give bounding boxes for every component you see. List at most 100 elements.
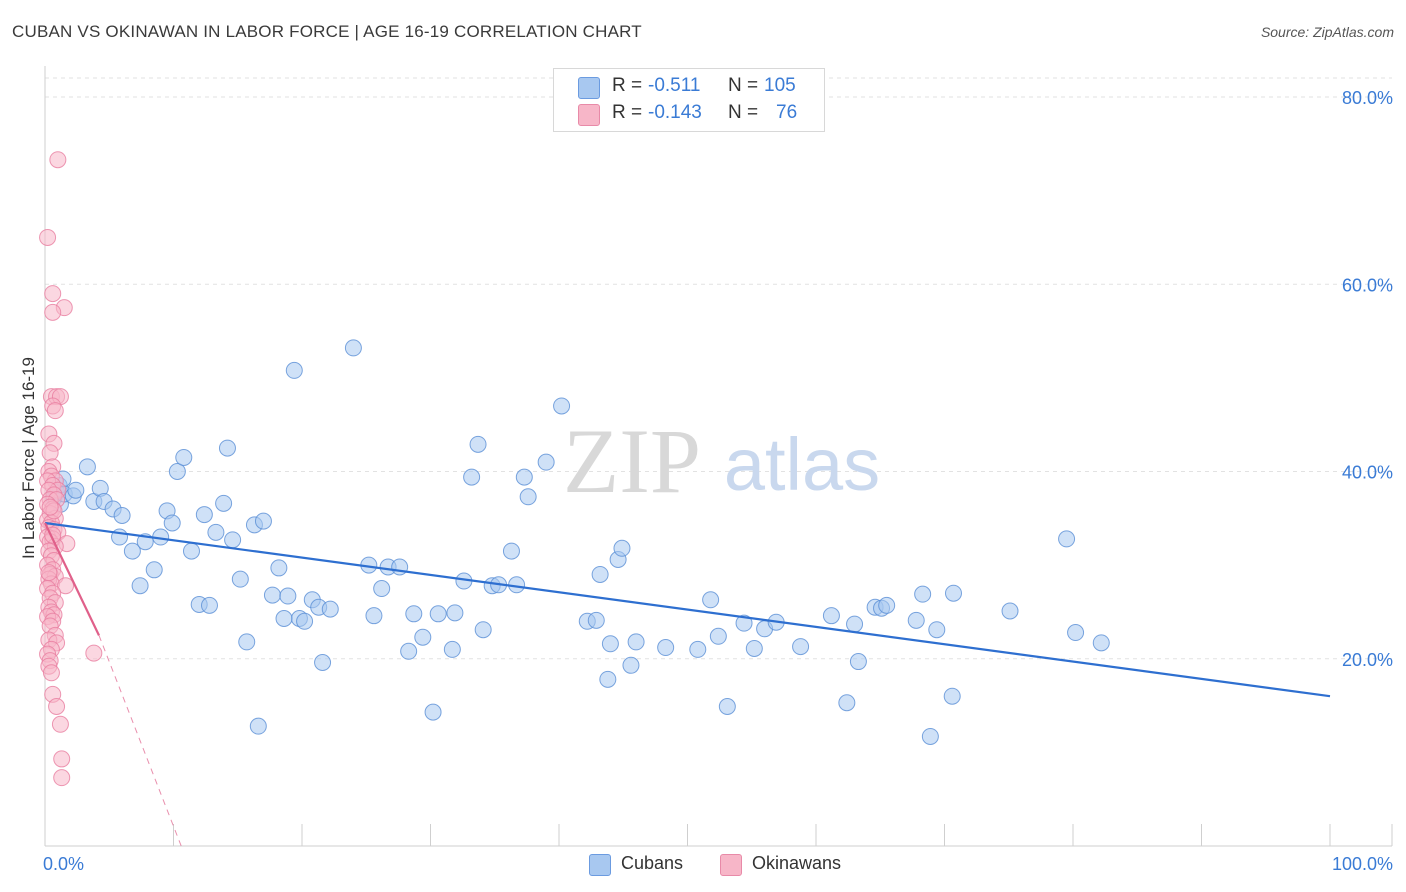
grid-lines bbox=[45, 77, 1392, 660]
cubans-point bbox=[443, 640, 461, 658]
cubans-point bbox=[601, 635, 619, 653]
series-cubans bbox=[45, 339, 1110, 745]
okinawans-point bbox=[53, 769, 71, 787]
okinawans-point bbox=[48, 697, 66, 715]
source-credit: Source: ZipAtlas.com bbox=[1260, 24, 1394, 40]
okinawans-point bbox=[41, 498, 59, 516]
cubans-point bbox=[502, 542, 520, 560]
cubans-point bbox=[627, 633, 645, 651]
cubans-point bbox=[263, 586, 281, 604]
cubans-point bbox=[175, 448, 193, 466]
r-label: R = bbox=[612, 75, 643, 96]
x-tick-label: 100.0% bbox=[1332, 854, 1393, 874]
cubans-point bbox=[907, 611, 925, 629]
cubans-point bbox=[207, 523, 225, 541]
cubans-point bbox=[275, 609, 293, 627]
cubans-point bbox=[67, 481, 85, 499]
cubans-point bbox=[921, 727, 939, 745]
okinawans-point bbox=[51, 715, 69, 733]
y-tick-label: 60.0% bbox=[1342, 275, 1393, 295]
watermark-zip: ZIP bbox=[563, 410, 701, 512]
cubans-point bbox=[689, 640, 707, 658]
r-value: -0.143 bbox=[648, 102, 702, 123]
cubans-point bbox=[745, 639, 763, 657]
cubans-point bbox=[474, 621, 492, 639]
watermark-atlas: atlas bbox=[724, 423, 880, 506]
cubans-trend-line bbox=[44, 521, 1331, 698]
cubans-point bbox=[914, 585, 932, 603]
okinawans-swatch bbox=[578, 104, 600, 126]
data-points bbox=[39, 151, 1110, 787]
cubans-point bbox=[78, 458, 96, 476]
okinawans-trend-line bbox=[44, 522, 100, 636]
cubans-point bbox=[314, 653, 332, 671]
cubans-point bbox=[224, 531, 242, 549]
cubans-point bbox=[838, 694, 856, 712]
okinawans-point bbox=[39, 228, 57, 246]
trend-lines bbox=[44, 521, 1331, 847]
y-axis-title: In Labor Force | Age 16-19 bbox=[19, 357, 38, 559]
okinawans-trend-extension bbox=[98, 635, 182, 847]
cubans-point bbox=[249, 717, 267, 735]
okinawans-point bbox=[44, 285, 62, 303]
cubans-point bbox=[296, 612, 314, 630]
cubans-point bbox=[145, 561, 163, 579]
cubans-point bbox=[270, 559, 288, 577]
cubans-point bbox=[200, 596, 218, 614]
cubans-point bbox=[1092, 634, 1110, 652]
cubans-point bbox=[599, 670, 617, 688]
n-label: N = bbox=[728, 75, 759, 96]
cubans-point bbox=[400, 642, 418, 660]
cubans-point bbox=[231, 570, 249, 588]
cubans-point bbox=[591, 565, 609, 583]
cubans-point bbox=[215, 494, 233, 512]
cubans-point bbox=[928, 621, 946, 639]
cubans-point bbox=[1067, 624, 1085, 642]
cubans-point bbox=[446, 604, 464, 622]
okinawans-swatch bbox=[720, 854, 742, 876]
cubans-point bbox=[424, 703, 442, 721]
legend-label: Okinawans bbox=[752, 853, 842, 873]
cubans-point bbox=[1058, 530, 1076, 548]
okinawans-point bbox=[46, 402, 64, 420]
cubans-point bbox=[613, 539, 631, 557]
cubans-point bbox=[822, 607, 840, 625]
r-value: -0.511 bbox=[648, 75, 701, 96]
cubans-point bbox=[709, 627, 727, 645]
axis-labels: 20.0% 40.0% 60.0% 80.0% 0.0% 100.0% In Labor F… bbox=[19, 88, 1393, 874]
cubans-point bbox=[519, 488, 537, 506]
cubans-point bbox=[238, 633, 256, 651]
cubans-point bbox=[123, 542, 141, 560]
cubans-point bbox=[279, 587, 297, 605]
cubans-point bbox=[515, 468, 533, 486]
cubans-point bbox=[846, 615, 864, 633]
cubans-point bbox=[405, 605, 423, 623]
r-label: R = bbox=[612, 102, 643, 123]
cubans-point bbox=[657, 639, 675, 657]
cubans-point bbox=[537, 453, 555, 471]
cubans-point bbox=[321, 600, 339, 618]
cubans-point bbox=[344, 339, 362, 357]
cubans-point bbox=[463, 468, 481, 486]
cubans-point bbox=[218, 439, 236, 457]
cubans-swatch bbox=[578, 77, 600, 99]
correlation-legend: R = -0.511 N = 105 R = -0.143 N = 76 bbox=[553, 68, 825, 132]
cubans-point bbox=[878, 596, 896, 614]
cubans-point bbox=[944, 584, 962, 602]
legend-label: Cubans bbox=[621, 853, 684, 873]
series-okinawans bbox=[39, 151, 103, 787]
y-tick-label: 80.0% bbox=[1342, 88, 1393, 108]
cubans-point bbox=[414, 628, 432, 646]
okinawans-point bbox=[41, 444, 59, 462]
cubans-point bbox=[163, 514, 181, 532]
cubans-point bbox=[285, 361, 303, 379]
okinawans-point bbox=[85, 644, 103, 662]
okinawans-point bbox=[53, 750, 71, 768]
cubans-point bbox=[429, 605, 447, 623]
cubans-point bbox=[622, 656, 640, 674]
watermark: ZIP atlas bbox=[563, 410, 880, 512]
cubans-point bbox=[168, 463, 186, 480]
cubans-point bbox=[943, 687, 961, 705]
y-tick-label: 20.0% bbox=[1342, 650, 1393, 670]
